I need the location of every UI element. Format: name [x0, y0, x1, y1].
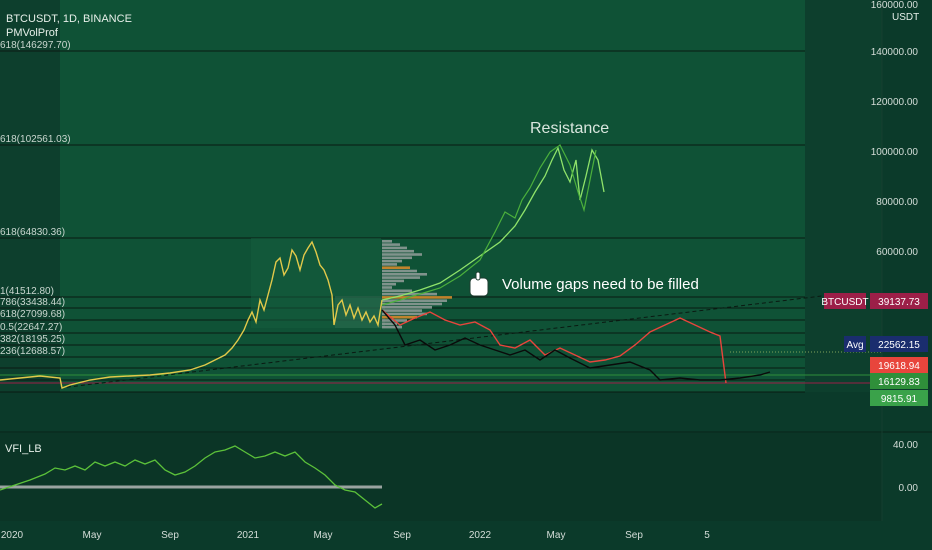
- price-badge-value: 9815.91: [881, 394, 918, 405]
- volume-profile-bar: [382, 312, 427, 316]
- price-badge-label-bg: [844, 336, 866, 352]
- price-tick-label: 140000.00: [871, 47, 919, 58]
- fib-level-label: 0.5(22647.27): [0, 322, 62, 333]
- fib-level-label: 618(102561.03): [0, 134, 71, 145]
- volume-profile-bar: [382, 322, 397, 326]
- currency-label: USDT: [892, 12, 920, 23]
- oscillator-label[interactable]: VFI_LB: [5, 443, 42, 455]
- volume-profile-bar: [382, 263, 397, 266]
- time-tick-label: 2021: [237, 530, 260, 541]
- lower-plot-region: [0, 392, 882, 432]
- volume-profile-bar: [382, 309, 422, 312]
- volume-profile-bar: [382, 273, 427, 276]
- time-tick-label: May: [314, 530, 333, 541]
- price-badge-value: 22562.15: [878, 340, 920, 351]
- volume-profile-bar: [382, 286, 392, 289]
- time-tick-label: Sep: [625, 530, 643, 541]
- price-badge-bg: [870, 390, 928, 406]
- volume-profile-bar: [382, 292, 437, 296]
- trend-line: [59, 294, 831, 389]
- time-tick-label: May: [547, 530, 566, 541]
- oscillator-tick-label: 40.00: [893, 440, 918, 451]
- volume-profile-bar: [382, 302, 442, 306]
- price-tick-label: 160000.00: [871, 0, 919, 11]
- historic-price-path: [0, 240, 383, 389]
- volume-profile-bar: [382, 306, 432, 309]
- time-tick-label: Sep: [393, 530, 411, 541]
- symbol-title[interactable]: BTCUSDT, 1D, BINANCE: [6, 13, 132, 25]
- volume-profile-bar: [382, 289, 412, 293]
- volume-profile-bar: [382, 315, 417, 319]
- volume-profile-bar: [382, 249, 414, 253]
- fib-level-label: 236(12688.57): [0, 346, 65, 357]
- time-tick-label: Sep: [161, 530, 179, 541]
- price-badge-label: Avg: [846, 340, 863, 351]
- time-tick-label: 2020: [1, 530, 24, 541]
- price-tick-label: 120000.00: [871, 97, 919, 108]
- time-axis-background: [0, 521, 932, 550]
- volume-profile-bar: [382, 256, 412, 260]
- indicator-label[interactable]: PMVolProf: [6, 27, 58, 39]
- green-projection-path: [381, 146, 605, 301]
- green-projection-path-2: [381, 144, 597, 306]
- highlight-region: [60, 0, 805, 392]
- fib-level-label: 618(64830.36): [0, 227, 65, 238]
- fib-level-label: 786(33438.44): [0, 297, 65, 308]
- time-tick-label: May: [83, 530, 102, 541]
- price-badge-label: BTCUSDT: [821, 297, 868, 308]
- price-badge-value: 19618.94: [878, 361, 920, 372]
- fib-level-label: 618(27099.68): [0, 309, 65, 320]
- black-projection-path: [381, 309, 771, 381]
- volume-profile-bar: [382, 266, 410, 269]
- red-projection-path: [381, 309, 727, 384]
- fib-level-label: 382(18195.25): [0, 334, 65, 345]
- resistance-annotation: Resistance: [530, 120, 610, 137]
- volume-profile-bar: [382, 299, 447, 302]
- price-tick-label: 100000.00: [871, 147, 919, 158]
- volume-profile-bar: [382, 276, 420, 279]
- price-badge-value: 39137.73: [878, 297, 920, 308]
- price-badge-bg: [870, 293, 928, 309]
- price-tick-label: 80000.00: [876, 197, 918, 208]
- volume-profile-bar: [382, 253, 422, 256]
- volume-profile-bar: [382, 269, 417, 273]
- fib-level-label: 1(41512.80): [0, 286, 54, 297]
- volume-profile-bar: [382, 296, 452, 299]
- volume-profile-bar: [382, 246, 407, 250]
- price-badge-bg: [870, 357, 928, 373]
- price-badge-value: 16129.83: [878, 377, 920, 388]
- price-tick-label: 60000.00: [876, 247, 918, 258]
- volume-profile-bar: [382, 259, 402, 263]
- fib-level-label: 618(146297.70): [0, 40, 71, 51]
- volume-profile-bar: [382, 325, 402, 329]
- price-badge-label-bg: [824, 293, 866, 309]
- price-badge-bg: [870, 373, 928, 389]
- volume-gaps-annotation: Volume gaps need to be filled: [502, 276, 699, 293]
- oscillator-tick-label: 0.00: [899, 483, 919, 494]
- price-badge-bg: [870, 336, 928, 352]
- pointer-hand-icon: [469, 277, 489, 297]
- vfi-line: [0, 445, 383, 509]
- time-tick-label: 5: [704, 530, 710, 541]
- pointer-finger-icon: [475, 271, 481, 281]
- volume-profile-bar: [382, 243, 400, 246]
- oscillator-background: [0, 433, 882, 521]
- volume-profile-bar: [382, 279, 404, 283]
- volume-profile-bar: [382, 282, 396, 286]
- time-tick-label: 2022: [469, 530, 492, 541]
- volume-profile-bar: [382, 240, 392, 243]
